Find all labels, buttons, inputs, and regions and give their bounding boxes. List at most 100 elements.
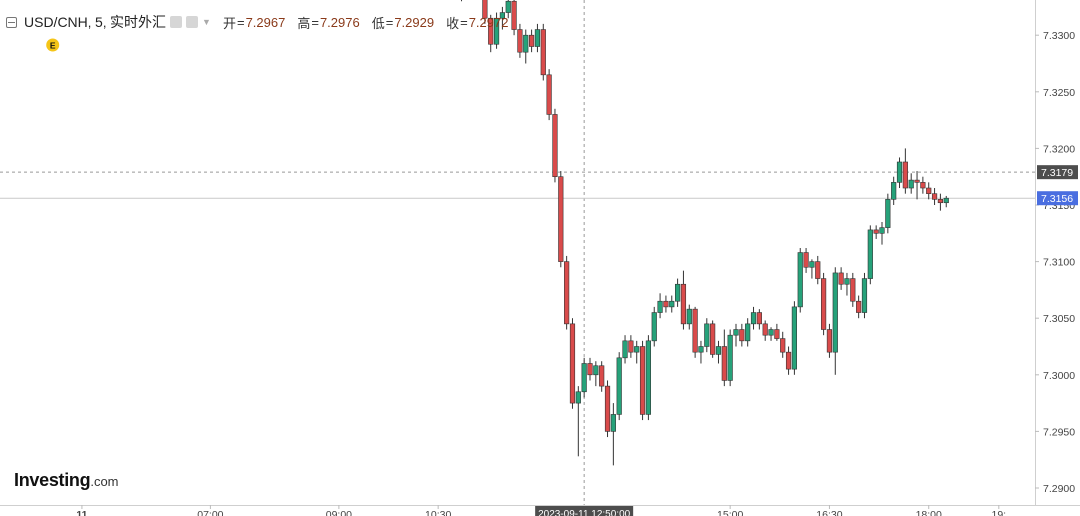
candle-body: [809, 261, 815, 268]
candle-body: [622, 340, 628, 359]
interval-label: 5: [95, 14, 103, 30]
candle-body: [552, 114, 558, 178]
candle-body: [739, 329, 745, 342]
y-tick-label: 7.3100: [1043, 257, 1075, 269]
candle-body: [710, 323, 716, 355]
settings-icon[interactable]: [170, 16, 183, 28]
candle-body: [639, 346, 646, 415]
candle-body: [686, 308, 692, 325]
grid-layer: [0, 0, 1035, 505]
candle-body: [861, 278, 868, 313]
last-price-label: 7.3156: [1041, 193, 1073, 205]
candle-body: [756, 312, 762, 325]
x-tick-label: 18:00: [916, 509, 942, 516]
open-value: 7.2967: [245, 14, 286, 30]
candle-body: [715, 346, 722, 355]
candle-body: [599, 365, 605, 387]
candle-body: [856, 300, 862, 313]
candle-body: [587, 363, 593, 376]
candle-body: [885, 199, 891, 228]
close-value: 7.2972: [468, 14, 509, 30]
candle-body: [768, 329, 774, 336]
crosshair-time-badge: [535, 506, 634, 516]
x-tick-label: 19:: [991, 509, 1006, 516]
event-marker-label: E: [50, 41, 56, 51]
open-label: 开: [222, 15, 236, 31]
candle-body: [634, 346, 640, 353]
candle-body: [628, 340, 634, 353]
candle-body: [733, 329, 739, 336]
y-tick-label: 7.3300: [1043, 30, 1075, 42]
high-label: 高: [297, 15, 311, 31]
crosshair-price-badge: [1037, 165, 1078, 180]
dropdown-caret-icon[interactable]: ▼: [202, 17, 211, 27]
candle-body: [651, 312, 657, 342]
candle-body: [528, 34, 535, 47]
candle-body: [791, 306, 797, 370]
candle-body: [663, 300, 669, 308]
candle-body: [780, 338, 786, 353]
close-label: 收: [446, 15, 460, 31]
candle-body: [908, 179, 914, 189]
event-marker-icon: [46, 38, 60, 52]
candle-body: [937, 199, 943, 204]
candle-body: [850, 278, 856, 302]
candle-body: [844, 278, 850, 285]
x-tick-label: 11: [76, 509, 87, 516]
candle-body: [721, 346, 727, 381]
candle-body: [826, 329, 833, 353]
x-tick-label: 07:00: [197, 509, 223, 516]
candle-body: [546, 74, 552, 115]
source-label: 实时外汇: [110, 14, 167, 30]
candle-body: [669, 300, 675, 308]
candle-body: [838, 272, 844, 285]
candle-body: [692, 308, 698, 353]
candle-body: [832, 272, 838, 353]
candle-body: [745, 323, 751, 342]
x-tick-label: 15:00: [717, 509, 743, 516]
candle-body: [558, 176, 564, 262]
candle-body: [896, 161, 903, 183]
y-tick-label: 7.3250: [1043, 87, 1075, 99]
candle-body: [657, 300, 663, 313]
candle-body: [575, 391, 581, 404]
candle-body: [581, 363, 587, 393]
candle-body: [902, 161, 908, 189]
crosshair-price-label: 7.3179: [1041, 167, 1073, 179]
last-price-badge: [1037, 191, 1078, 206]
candle-body: [499, 12, 506, 19]
symbol-label: USD/CNH: [24, 14, 88, 30]
candle-body: [815, 261, 821, 279]
candle-body: [926, 187, 932, 194]
y-tick-label: 7.2900: [1043, 483, 1075, 495]
candle-body: [762, 323, 768, 336]
candle-body: [482, 0, 488, 19]
candle-body: [879, 227, 885, 234]
candle-body: [931, 193, 938, 200]
low-label: 低: [371, 15, 385, 31]
candle-body: [645, 340, 651, 415]
collapse-icon[interactable]: [6, 16, 17, 28]
candle-body: [569, 323, 576, 404]
logo-sub-text: .com: [90, 474, 119, 489]
candle-body: [803, 252, 809, 268]
candle-body: [704, 323, 710, 347]
y-tick-label: 7.2950: [1043, 426, 1075, 438]
logo-main-text: Investing: [14, 470, 91, 490]
candle-body: [604, 385, 611, 432]
candle-body: [593, 365, 599, 376]
candle-body: [564, 261, 570, 325]
y-tick-label: 7.3200: [1043, 143, 1075, 155]
visibility-icon[interactable]: [186, 16, 199, 28]
candle-body: [891, 182, 897, 200]
candle-body: [511, 0, 517, 30]
candle-body: [505, 0, 511, 13]
candle-body: [534, 29, 541, 47]
candle-body: [774, 329, 780, 339]
candle-body: [674, 283, 681, 302]
candle-body: [616, 357, 622, 415]
candle-body: [540, 29, 546, 76]
candle-body: [523, 34, 529, 53]
